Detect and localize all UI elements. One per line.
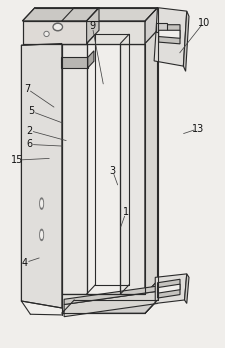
Polygon shape [88, 51, 94, 68]
Polygon shape [62, 300, 158, 313]
Polygon shape [183, 11, 189, 71]
Polygon shape [62, 8, 158, 21]
Polygon shape [159, 25, 180, 44]
Polygon shape [145, 30, 158, 294]
Polygon shape [62, 44, 87, 294]
Text: 3: 3 [109, 166, 116, 175]
Polygon shape [87, 8, 99, 44]
Ellipse shape [53, 23, 63, 31]
Text: 6: 6 [26, 140, 32, 149]
Polygon shape [64, 286, 158, 304]
Polygon shape [22, 21, 87, 44]
Polygon shape [155, 274, 187, 303]
Polygon shape [61, 57, 88, 68]
Polygon shape [159, 30, 180, 38]
Polygon shape [156, 23, 166, 32]
Ellipse shape [45, 33, 48, 35]
Text: 9: 9 [89, 21, 95, 31]
Polygon shape [22, 8, 99, 21]
Ellipse shape [41, 231, 43, 238]
Text: 2: 2 [26, 126, 32, 135]
Text: 4: 4 [22, 258, 28, 268]
Polygon shape [62, 21, 145, 44]
Polygon shape [158, 279, 180, 298]
Ellipse shape [44, 32, 49, 36]
Polygon shape [158, 18, 166, 42]
Polygon shape [120, 44, 145, 294]
Polygon shape [158, 284, 180, 293]
Polygon shape [154, 8, 187, 66]
Text: 1: 1 [123, 207, 129, 217]
Polygon shape [184, 274, 189, 303]
Ellipse shape [40, 198, 43, 209]
Ellipse shape [40, 229, 43, 240]
Polygon shape [21, 44, 62, 308]
Polygon shape [145, 8, 158, 44]
Text: 15: 15 [11, 155, 23, 165]
Polygon shape [145, 8, 158, 313]
Ellipse shape [41, 200, 43, 207]
Ellipse shape [54, 25, 61, 29]
Text: 10: 10 [198, 18, 210, 27]
Polygon shape [145, 281, 158, 313]
Polygon shape [64, 291, 158, 317]
Text: 5: 5 [28, 106, 35, 116]
Text: 7: 7 [24, 84, 30, 94]
Text: 13: 13 [192, 124, 204, 134]
Polygon shape [62, 294, 145, 313]
